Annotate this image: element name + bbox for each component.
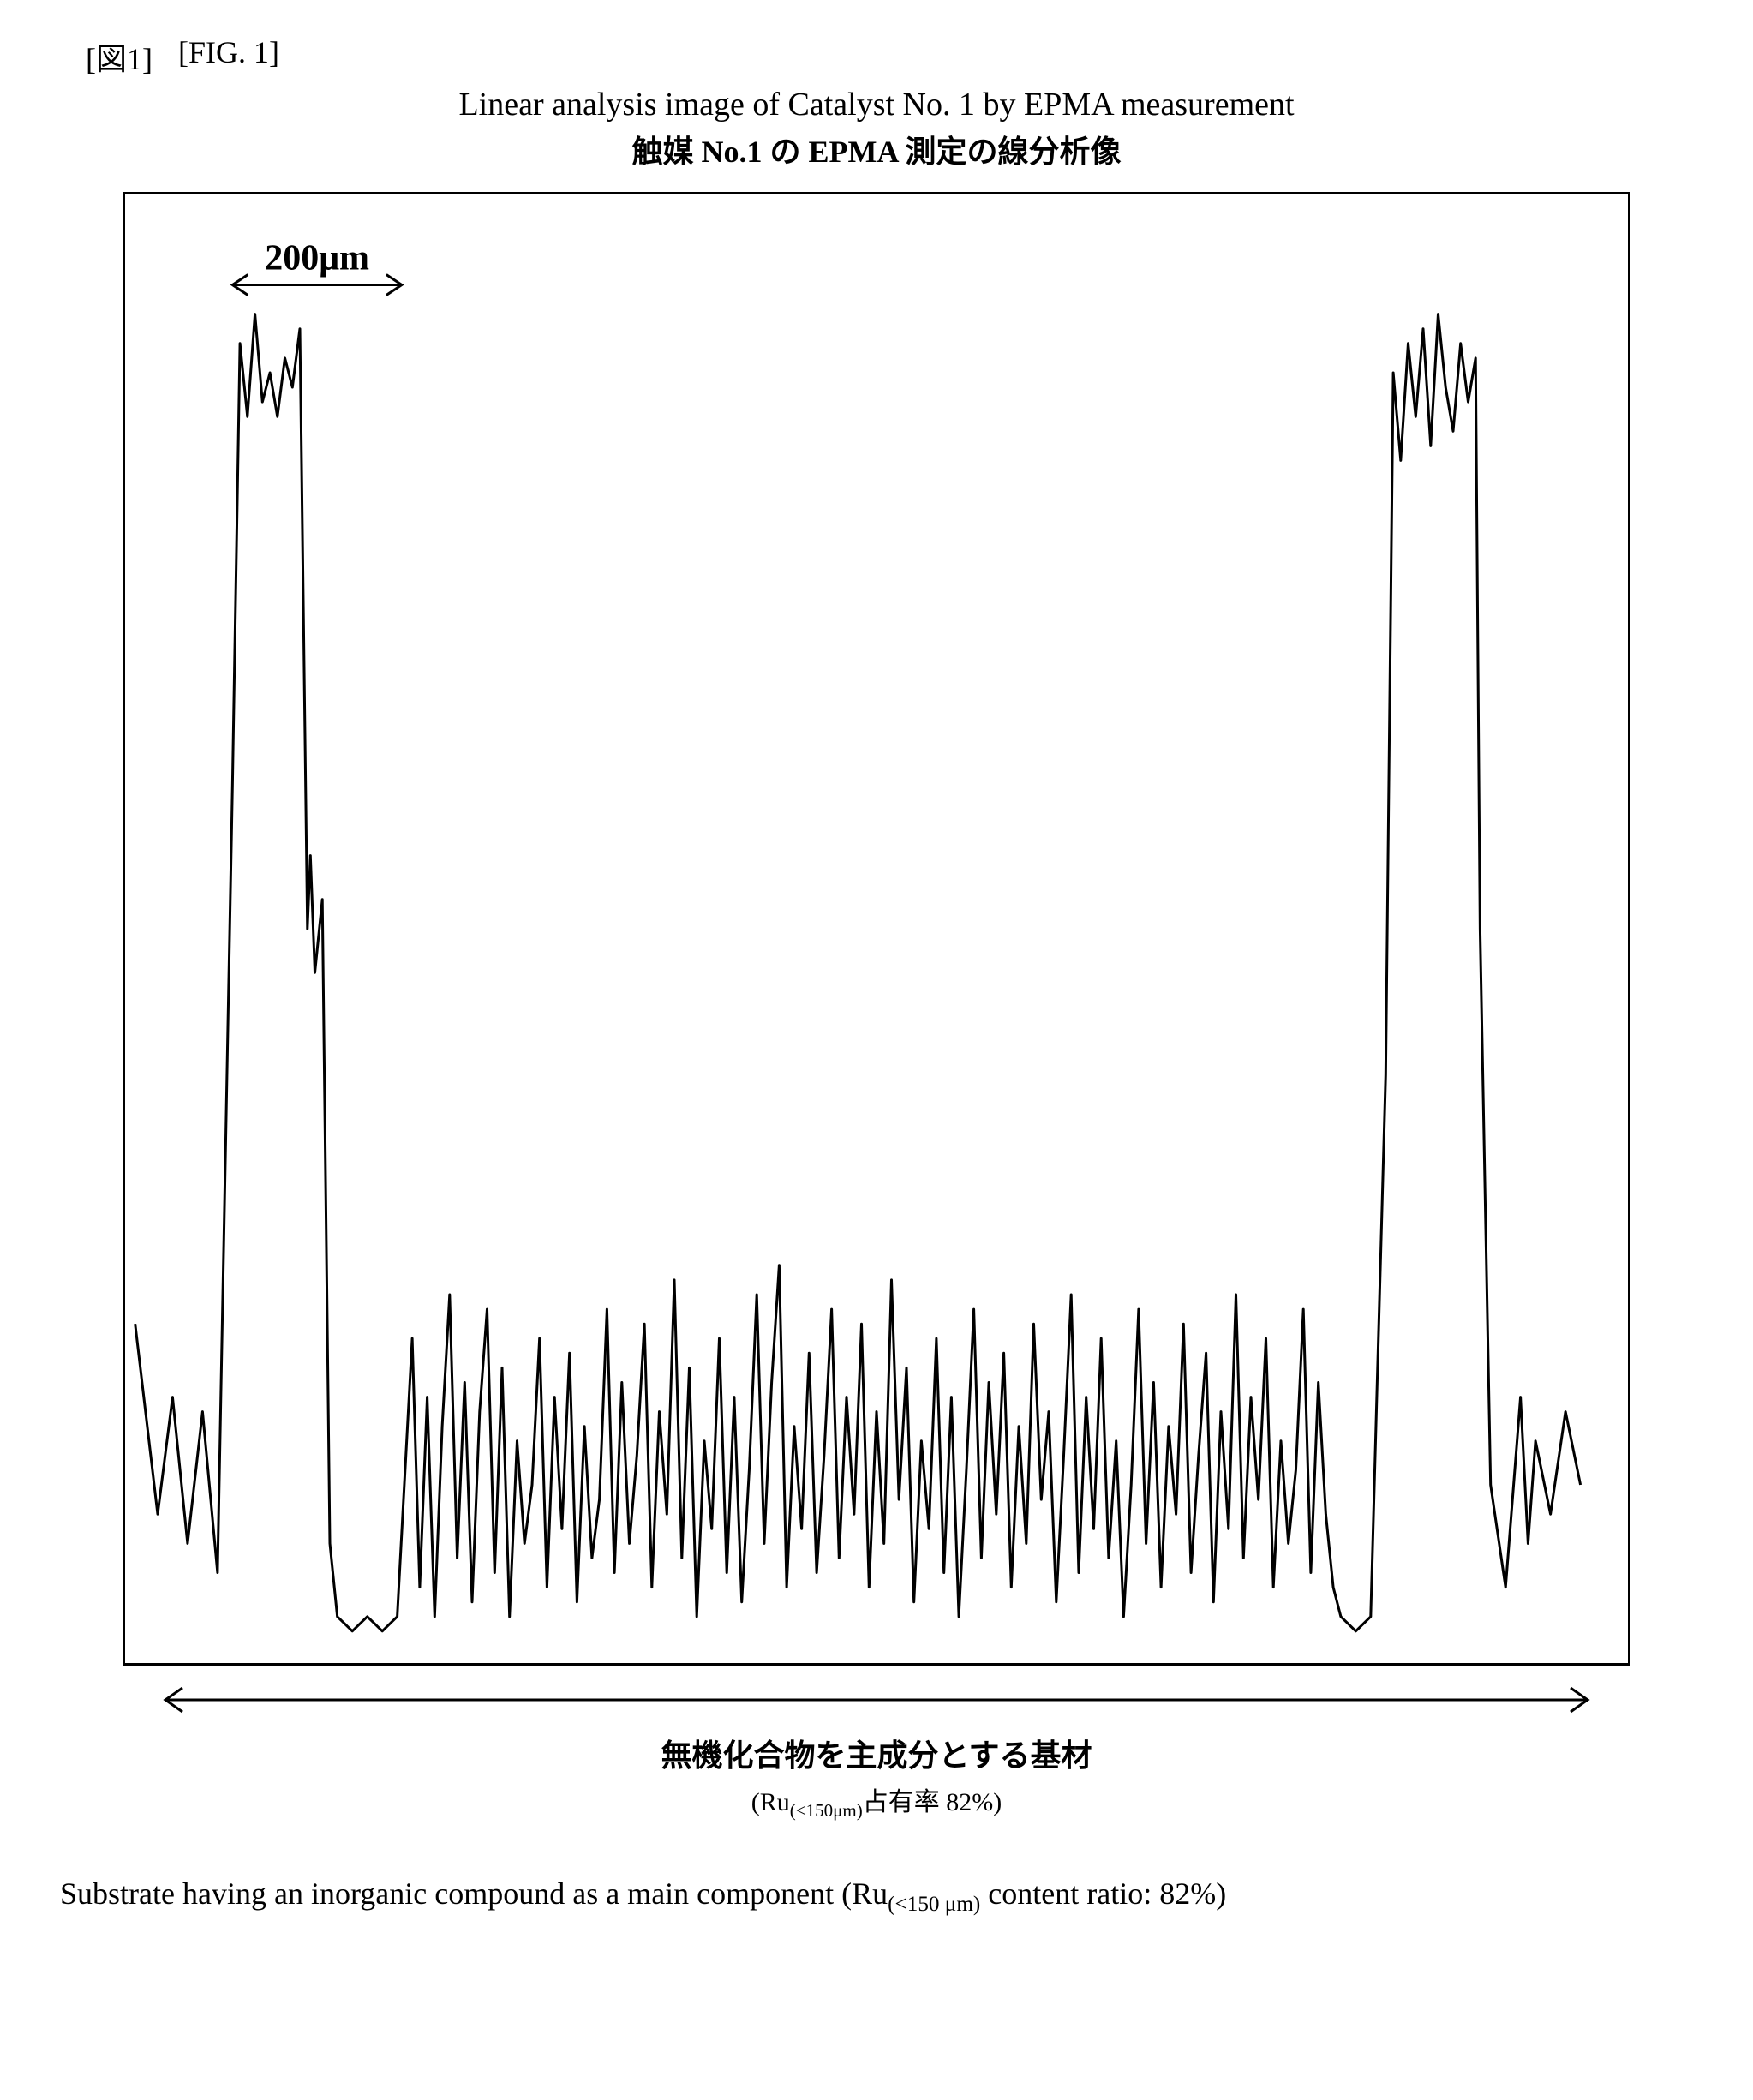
x-axis-double-arrow-icon — [148, 1683, 1605, 1717]
fig-label-en: [FIG. 1] — [178, 34, 279, 79]
x-caption-sub-suffix: 占有率 82%) — [863, 1788, 1002, 1816]
title-en: Linear analysis image of Catalyst No. 1 … — [51, 86, 1702, 123]
fig-label-jp: [図1] — [86, 34, 153, 79]
x-caption-sub: (Ru(<150μm)占有率 82%) — [123, 1780, 1630, 1822]
x-caption-sub-subscript: (<150μm) — [790, 1800, 863, 1821]
caption-en-sub: (<150 μm) — [888, 1893, 980, 1916]
x-caption-jp: 無機化合物を主成分とする基材 — [123, 1731, 1630, 1775]
caption-en-post: content ratio: 82%) — [980, 1876, 1226, 1911]
x-axis-arrow-wrap — [123, 1683, 1630, 1717]
epma-line-chart: 200μm — [123, 192, 1630, 1666]
x-caption-sub-prefix: (Ru — [751, 1788, 790, 1816]
caption-en: Substrate having an inorganic compound a… — [60, 1873, 1702, 1919]
title-block: Linear analysis image of Catalyst No. 1 … — [51, 86, 1702, 171]
title-jp: 触媒 No.1 の EPMA 測定の線分析像 — [51, 127, 1702, 171]
figure-label-row: [図1] [FIG. 1] — [86, 34, 1702, 79]
chart-wrap: 200μm 無機化合物を主成分とする基材 (Ru(<150μm)占有率 82%) — [123, 192, 1630, 1822]
scale-bar-label: 200μm — [265, 238, 369, 278]
caption-en-pre: Substrate having an inorganic compound a… — [60, 1876, 888, 1911]
